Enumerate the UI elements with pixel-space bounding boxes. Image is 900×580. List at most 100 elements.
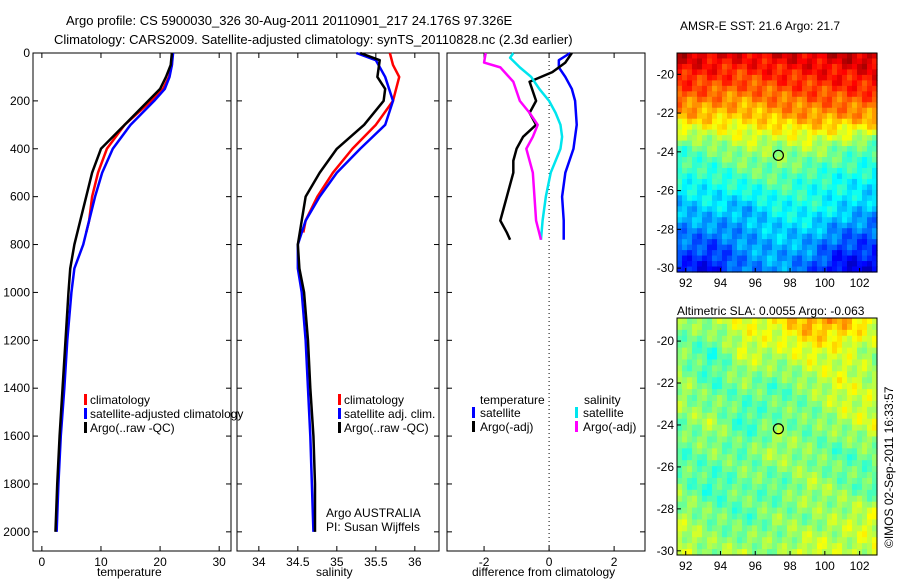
- map-cell: [742, 173, 748, 180]
- difference-legend: temperature salinity satellite Argo(-adj…: [480, 393, 636, 434]
- map-cell: [787, 255, 793, 262]
- map-cell: [842, 233, 848, 240]
- map-cell: [842, 383, 848, 390]
- map-cell: [842, 167, 848, 175]
- map-cell: [752, 460, 758, 467]
- map-cell: [677, 58, 683, 65]
- series-line: [302, 52, 401, 233]
- map-cell: [737, 53, 743, 60]
- map-cell: [727, 371, 733, 378]
- map-cell: [802, 167, 808, 175]
- map-cell: [807, 454, 813, 461]
- map-cell: [782, 173, 788, 180]
- map-cell: [722, 244, 728, 251]
- map-cell: [777, 513, 783, 521]
- map-cell: [832, 323, 838, 331]
- map-cell: [677, 353, 683, 361]
- map-cell: [847, 412, 853, 420]
- map-cell: [842, 537, 848, 544]
- map-cell: [802, 483, 808, 491]
- map-cell: [872, 184, 878, 191]
- map-cell: [702, 472, 708, 479]
- map-cell: [697, 400, 703, 408]
- map-cell: [787, 442, 793, 449]
- map-cell: [782, 85, 788, 92]
- map-cell: [792, 255, 798, 262]
- map-cell: [677, 525, 683, 532]
- map-cell: [682, 217, 688, 224]
- map-cell: [707, 507, 713, 515]
- map-cell: [857, 525, 863, 532]
- map-cell: [817, 501, 823, 509]
- map-cell: [792, 58, 798, 65]
- map-cell: [812, 211, 818, 218]
- map-cell: [842, 489, 848, 497]
- map-cell: [802, 129, 808, 136]
- map-cell: [762, 353, 768, 361]
- series-line: [499, 52, 573, 241]
- map-cell: [867, 365, 873, 372]
- map-cell: [792, 383, 798, 390]
- map-cell: [842, 466, 848, 473]
- map-cell: [872, 63, 878, 71]
- map-cell: [832, 222, 838, 229]
- map-cell: [817, 91, 823, 98]
- map-cell: [747, 151, 753, 158]
- map-cell: [802, 217, 808, 224]
- map-cell: [777, 113, 783, 120]
- map-cell: [847, 146, 853, 153]
- map-cell: [852, 206, 858, 213]
- map-cell: [822, 211, 828, 218]
- map-cell: [812, 74, 818, 81]
- map-cell: [812, 347, 818, 355]
- map-cell: [702, 365, 708, 372]
- map-cell: [792, 217, 798, 224]
- map-cell: [837, 146, 843, 153]
- map-cell: [702, 448, 708, 455]
- map-cell: [717, 107, 723, 114]
- map-cell: [787, 507, 793, 515]
- map-cell: [802, 189, 808, 196]
- map-cell: [832, 206, 838, 213]
- map-cell: [677, 266, 683, 273]
- map-cell: [722, 377, 728, 384]
- map-cell: [737, 329, 743, 337]
- map-cell: [782, 162, 788, 169]
- map-cell: [792, 323, 798, 331]
- legend-label: satellite adj. clim.: [344, 407, 435, 421]
- map-cell: [747, 239, 753, 246]
- map-cell: [677, 162, 683, 169]
- map-cell: [792, 389, 798, 396]
- map-cell: [857, 113, 863, 120]
- map-cell: [852, 383, 858, 390]
- map-cell: [737, 173, 743, 180]
- map-cell: [827, 389, 833, 396]
- map-cell: [792, 261, 798, 268]
- map-cell: [732, 135, 738, 142]
- map-cell: [817, 353, 823, 361]
- map-cell: [722, 537, 728, 544]
- map-cell: [697, 359, 703, 366]
- map-cell: [837, 118, 843, 125]
- map-cell: [832, 495, 838, 503]
- map-cell: [827, 359, 833, 366]
- map-cell: [717, 124, 723, 131]
- map-cell: [817, 244, 823, 251]
- map-cell: [742, 91, 748, 98]
- map-cell: [837, 341, 843, 349]
- map-cell: [787, 124, 793, 131]
- map-cell: [797, 549, 803, 556]
- map-cell: [772, 80, 778, 87]
- map-cell: [742, 418, 748, 426]
- map-cell: [832, 255, 838, 262]
- map-cell: [692, 107, 698, 114]
- map-cell: [872, 543, 878, 550]
- map-cell: [732, 184, 738, 191]
- map-cell: [722, 266, 728, 273]
- map-cell: [862, 167, 868, 175]
- map-cell: [792, 359, 798, 366]
- map-cell: [812, 200, 818, 207]
- map-cell: [857, 495, 863, 503]
- map-cell: [807, 353, 813, 361]
- map-cell: [677, 460, 683, 467]
